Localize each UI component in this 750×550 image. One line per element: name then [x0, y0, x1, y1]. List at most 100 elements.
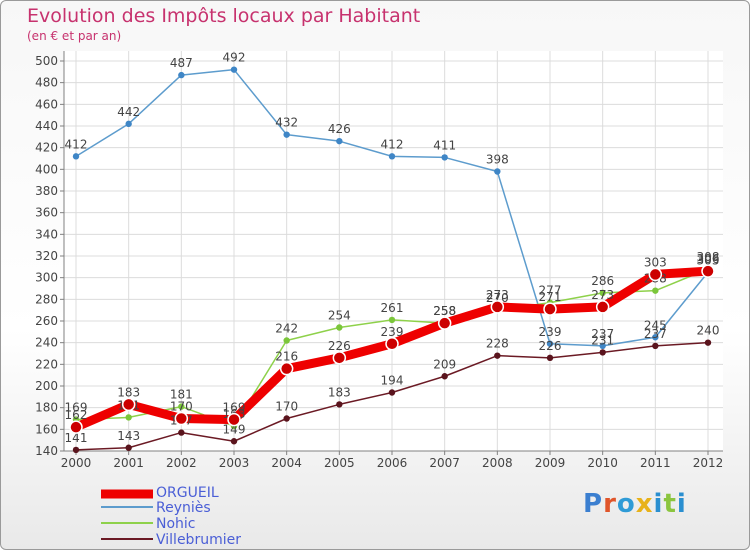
data-label-villebrumier: 143	[117, 429, 140, 443]
data-point-orgueil	[174, 411, 189, 426]
data-label-reyni-s: 245	[644, 318, 667, 332]
data-label-orgueil: 273	[486, 288, 509, 302]
legend-swatch-orgueil	[101, 489, 153, 499]
logo-letter: P	[583, 489, 604, 519]
plot-area	[64, 51, 723, 451]
data-label-villebrumier: 226	[539, 339, 562, 353]
data-point-reyni-s	[494, 168, 501, 175]
x-tick-label: 2010	[587, 456, 618, 470]
data-label-villebrumier: 194	[381, 374, 404, 388]
data-point-orgueil	[543, 302, 557, 316]
data-point-nohic	[336, 324, 343, 331]
data-label-orgueil: 273	[591, 288, 614, 302]
data-point-orgueil	[648, 267, 663, 282]
chart-subtitle: (en € et par an)	[27, 29, 122, 43]
logo-letter: o	[616, 489, 636, 519]
data-label-nohic: 286	[591, 274, 614, 288]
logo-letter: r	[603, 489, 617, 519]
x-tick-label: 2012	[693, 456, 724, 470]
data-point-reyni-s	[388, 153, 396, 160]
data-point-villebrumier	[336, 401, 343, 408]
y-tick-label: 360	[35, 206, 58, 220]
logo-letter: t	[663, 489, 677, 519]
data-point-villebrumier	[652, 342, 659, 350]
logo-letter: i	[676, 489, 687, 519]
data-point-orgueil	[437, 316, 452, 330]
data-point-villebrumier	[441, 373, 448, 380]
data-label-nohic: 242	[275, 322, 298, 336]
legend-swatch-villebrumier	[101, 538, 153, 540]
y-tick-label: 300	[35, 271, 58, 285]
data-point-orgueil	[69, 420, 83, 434]
data-label-reyni-s: 411	[433, 138, 456, 152]
data-label-nohic: 261	[381, 301, 404, 315]
data-label-orgueil: 306	[697, 252, 720, 266]
x-tick-label: 2006	[377, 456, 408, 470]
data-label-nohic: 258	[433, 304, 456, 318]
legend-swatch-nohic	[101, 522, 153, 524]
data-point-villebrumier	[546, 354, 554, 362]
y-tick-label: 460	[35, 97, 58, 111]
y-tick-label: 180	[35, 401, 58, 415]
data-label-reyni-s: 442	[117, 105, 140, 119]
data-point-reyni-s	[441, 154, 448, 161]
data-label-reyni-s: 487	[170, 56, 193, 70]
data-label-nohic: 181	[170, 388, 193, 402]
y-tick-label: 340	[35, 227, 58, 241]
data-point-villebrumier	[125, 444, 132, 451]
data-label-villebrumier: 237	[644, 327, 667, 341]
data-label-reyni-s: 412	[65, 137, 88, 151]
data-point-nohic	[125, 414, 132, 421]
data-point-nohic	[178, 403, 185, 410]
x-tick-label: 2001	[113, 456, 144, 470]
data-label-reyni-s: 239	[539, 325, 562, 339]
data-label-reyni-s: 492	[223, 51, 246, 65]
y-tick-label: 420	[35, 141, 58, 155]
data-point-orgueil	[385, 337, 399, 351]
data-label-orgueil: 162	[65, 408, 88, 422]
data-label-orgueil: 170	[170, 400, 193, 414]
y-tick-label: 480	[35, 76, 58, 90]
data-point-orgueil	[332, 351, 347, 365]
legend-swatch-reynies	[101, 506, 153, 508]
data-label-orgueil: 169	[223, 401, 246, 415]
y-tick-label: 440	[35, 119, 58, 133]
data-label-villebrumier: 231	[591, 333, 614, 347]
y-tick-label: 260	[35, 314, 58, 328]
data-label-reyni-s: 412	[381, 137, 404, 151]
y-tick-label: 400	[35, 162, 58, 176]
legend-label-orgueil: ORGUEIL	[156, 485, 219, 501]
data-label-villebrumier: 170	[275, 400, 298, 414]
data-point-nohic	[388, 316, 396, 324]
data-label-nohic: 169	[65, 401, 88, 415]
data-label-villebrumier: 228	[486, 337, 509, 351]
data-point-reyni-s	[125, 120, 132, 128]
logo-letter: x	[635, 489, 654, 519]
data-label-reyni-s: 305	[697, 253, 720, 267]
chart-title: Evolution des Impôts locaux par Habitant	[27, 5, 421, 27]
data-point-villebrumier	[388, 389, 396, 396]
data-label-reyni-s: 237	[591, 327, 614, 341]
data-point-nohic	[283, 337, 290, 344]
data-label-orgueil: 271	[539, 290, 562, 304]
data-point-villebrumier	[230, 438, 238, 445]
x-tick-label: 2003	[219, 456, 250, 470]
data-label-nohic: 308	[697, 250, 720, 264]
data-label-orgueil: 183	[117, 385, 140, 399]
y-tick-label: 320	[35, 249, 58, 263]
data-point-nohic	[599, 289, 606, 297]
data-point-villebrumier	[704, 339, 712, 346]
data-label-reyni-s: 398	[486, 153, 509, 167]
x-tick-label: 2011	[640, 456, 671, 470]
data-label-orgueil: 216	[275, 350, 298, 364]
data-point-nohic	[652, 287, 659, 294]
data-point-villebrumier	[178, 429, 185, 436]
y-tick-label: 380	[35, 184, 58, 198]
data-label-reyni-s: 426	[328, 122, 351, 136]
data-point-reyni-s	[230, 66, 238, 73]
data-label-orgueil: 258	[433, 304, 456, 318]
data-point-villebrumier	[599, 349, 606, 356]
data-label-orgueil: 303	[644, 255, 667, 269]
x-tick-label: 2002	[166, 456, 197, 470]
